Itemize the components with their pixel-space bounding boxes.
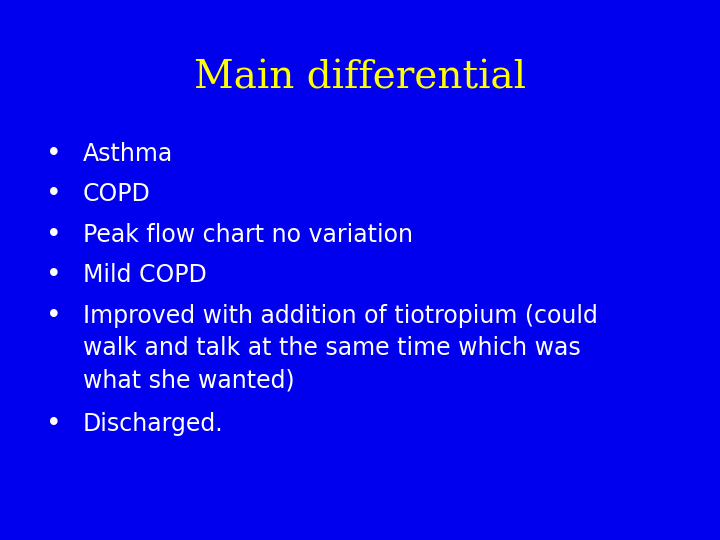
Text: •: • <box>46 141 62 167</box>
Text: what she wanted): what she wanted) <box>83 369 294 393</box>
Text: Discharged.: Discharged. <box>83 412 223 436</box>
Text: Asthma: Asthma <box>83 142 173 166</box>
Text: Improved with addition of tiotropium (could: Improved with addition of tiotropium (co… <box>83 304 598 328</box>
Text: Peak flow chart no variation: Peak flow chart no variation <box>83 223 413 247</box>
Text: •: • <box>46 262 62 288</box>
Text: Main differential: Main differential <box>194 60 526 97</box>
Text: Mild COPD: Mild COPD <box>83 264 207 287</box>
Text: •: • <box>46 181 62 207</box>
Text: COPD: COPD <box>83 183 150 206</box>
Text: •: • <box>46 303 62 329</box>
Text: walk and talk at the same time which was: walk and talk at the same time which was <box>83 336 580 360</box>
Text: •: • <box>46 222 62 248</box>
Text: •: • <box>46 411 62 437</box>
